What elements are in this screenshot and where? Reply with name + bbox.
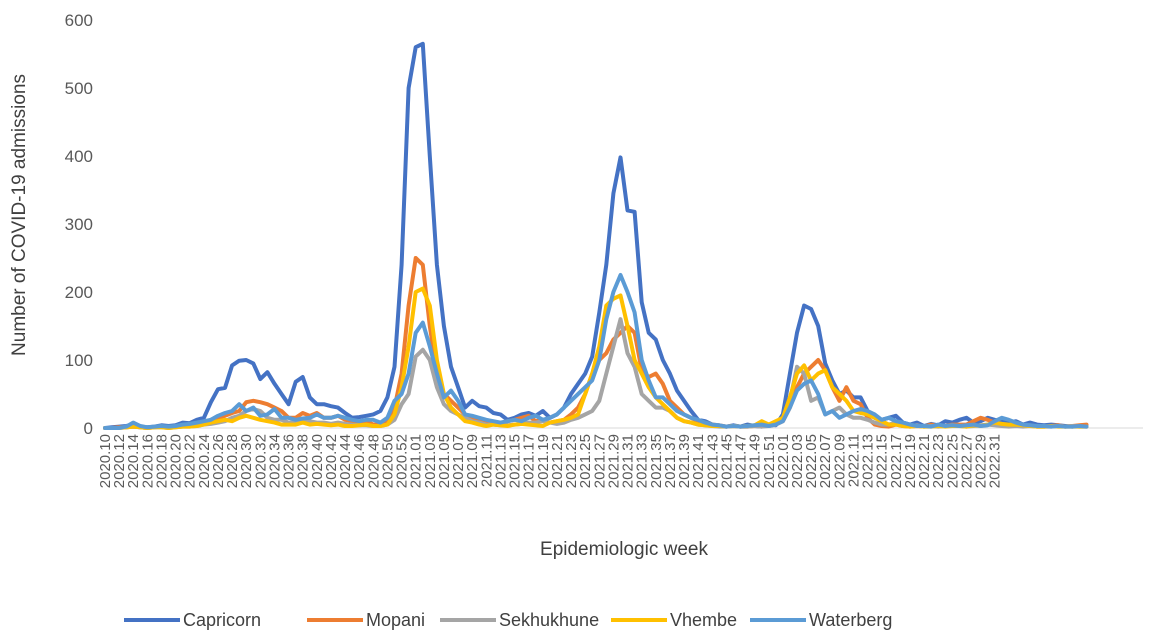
x-axis-ticks: 2020.102020.122020.142020.162020.182020.… bbox=[97, 434, 1004, 488]
x-tick-label: 2020.16 bbox=[139, 434, 156, 488]
legend-label-capricorn: Capricorn bbox=[183, 610, 261, 630]
x-tick-label: 2021.39 bbox=[676, 434, 693, 488]
y-axis-ticks: 0 100 200 300 400 500 600 bbox=[65, 11, 93, 438]
series-line-capricorn bbox=[103, 41, 1082, 430]
x-tick-label: 2022.23 bbox=[930, 434, 947, 488]
y-tick-label: 300 bbox=[65, 215, 93, 234]
x-tick-label: 2021.51 bbox=[761, 434, 778, 488]
x-tick-label: 2021.07 bbox=[450, 434, 467, 488]
x-tick-label: 2022.05 bbox=[803, 434, 820, 488]
x-tick-label: 2022.01 bbox=[775, 434, 792, 488]
series-lines bbox=[103, 41, 1089, 430]
x-tick-label: 2022.17 bbox=[888, 434, 905, 488]
y-tick-label: 600 bbox=[65, 11, 93, 30]
x-tick-label: 2020.26 bbox=[210, 434, 227, 488]
x-tick-label: 2021.47 bbox=[733, 434, 750, 488]
x-tick-label: 2022.19 bbox=[902, 434, 919, 488]
x-tick-label: 2020.44 bbox=[337, 434, 354, 488]
x-tick-label: 2022.25 bbox=[944, 434, 961, 488]
x-tick-label: 2022.13 bbox=[860, 434, 877, 488]
x-tick-label: 2020.46 bbox=[351, 434, 368, 488]
x-tick-label: 2021.43 bbox=[704, 434, 721, 488]
x-tick-label: 2022.03 bbox=[789, 434, 806, 488]
x-tick-label: 2022.09 bbox=[831, 434, 848, 488]
x-tick-label: 2020.28 bbox=[224, 434, 241, 488]
y-tick-label: 500 bbox=[65, 79, 93, 98]
x-tick-label: 2020.34 bbox=[266, 434, 283, 488]
x-tick-label: 2020.18 bbox=[153, 434, 170, 488]
x-tick-label: 2020.20 bbox=[168, 434, 185, 488]
x-tick-label: 2021.21 bbox=[549, 434, 566, 488]
x-tick-label: 2022.29 bbox=[973, 434, 990, 488]
y-tick-label: 200 bbox=[65, 283, 93, 302]
y-tick-label: 100 bbox=[65, 351, 93, 370]
x-tick-label: 2021.09 bbox=[464, 434, 481, 488]
x-tick-label: 2021.01 bbox=[408, 434, 425, 488]
x-tick-label: 2022.07 bbox=[817, 434, 834, 488]
legend: Capricorn Mopani Sekhukhune Vhembe Waterberg bbox=[124, 610, 892, 630]
x-tick-label: 2020.36 bbox=[281, 434, 298, 488]
series-line-waterberg bbox=[103, 273, 1089, 430]
x-tick-label: 2020.24 bbox=[196, 434, 213, 488]
x-tick-label: 2021.15 bbox=[507, 434, 524, 488]
x-tick-label: 2021.11 bbox=[478, 434, 495, 487]
x-tick-label: 2022.15 bbox=[874, 434, 891, 488]
x-tick-label: 2022.27 bbox=[958, 434, 975, 488]
x-tick-label: 2020.10 bbox=[97, 434, 114, 488]
legend-label-waterberg: Waterberg bbox=[809, 610, 892, 630]
x-axis-title: Epidemiologic week bbox=[540, 539, 708, 560]
x-tick-label: 2021.05 bbox=[436, 434, 453, 488]
x-tick-label: 2021.37 bbox=[662, 434, 679, 488]
x-tick-label: 2021.29 bbox=[605, 434, 622, 488]
x-tick-label: 2020.38 bbox=[295, 434, 312, 488]
x-tick-label: 2020.42 bbox=[323, 434, 340, 488]
x-tick-label: 2021.41 bbox=[690, 434, 707, 488]
y-tick-label: 400 bbox=[65, 147, 93, 166]
x-tick-label: 2021.17 bbox=[521, 434, 538, 488]
x-tick-label: 2020.32 bbox=[252, 434, 269, 488]
x-tick-label: 2022.31 bbox=[987, 434, 1004, 488]
x-tick-label: 2021.25 bbox=[577, 434, 594, 488]
x-tick-label: 2021.49 bbox=[747, 434, 764, 488]
x-tick-label: 2021.19 bbox=[535, 434, 552, 488]
x-tick-label: 2021.35 bbox=[648, 434, 665, 488]
x-tick-label: 2021.31 bbox=[620, 434, 637, 488]
x-tick-label: 2021.27 bbox=[591, 434, 608, 488]
legend-label-vhembe: Vhembe bbox=[670, 610, 737, 630]
legend-label-sekhukhune: Sekhukhune bbox=[499, 610, 599, 630]
x-tick-label: 2020.50 bbox=[379, 434, 396, 488]
y-tick-label: 0 bbox=[84, 419, 93, 438]
x-tick-label: 2020.14 bbox=[125, 434, 142, 488]
x-tick-label: 2022.21 bbox=[916, 434, 933, 488]
y-axis-title: Number of COVID-19 admissions bbox=[9, 74, 30, 356]
x-tick-label: 2021.33 bbox=[634, 434, 651, 488]
x-tick-label: 2021.45 bbox=[718, 434, 735, 488]
x-tick-label: 2021.23 bbox=[563, 434, 580, 488]
x-tick-label: 2021.13 bbox=[492, 434, 509, 488]
x-tick-label: 2020.52 bbox=[394, 434, 411, 488]
legend-label-mopani: Mopani bbox=[366, 610, 425, 630]
x-tick-label: 2020.40 bbox=[309, 434, 326, 488]
x-tick-label: 2021.03 bbox=[422, 434, 439, 488]
x-tick-label: 2020.48 bbox=[365, 434, 382, 488]
x-tick-label: 2020.30 bbox=[238, 434, 255, 488]
x-tick-label: 2022.11 bbox=[845, 434, 862, 487]
x-tick-label: 2020.12 bbox=[111, 434, 128, 488]
x-tick-label: 2020.22 bbox=[182, 434, 199, 488]
